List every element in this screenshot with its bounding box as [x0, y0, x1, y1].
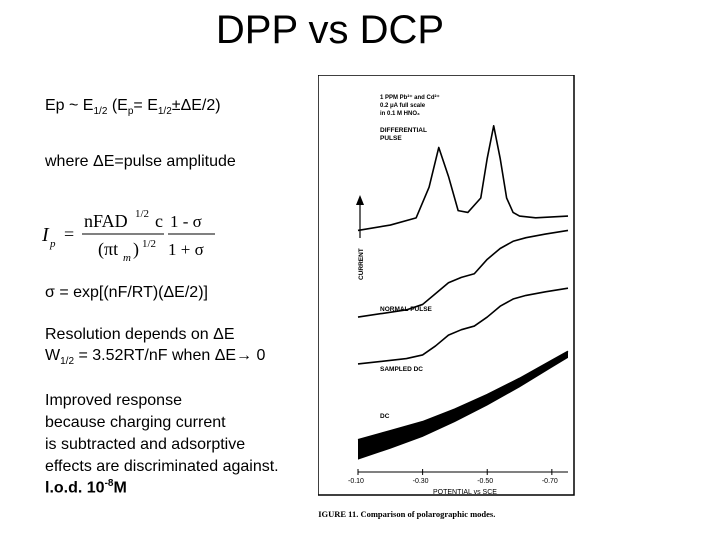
annotation-line-1: 1 PPM Pb²⁺ and Cd²⁺	[380, 94, 440, 101]
x-tick-label: -0.70	[542, 478, 558, 485]
x-tick-label: -0.30	[413, 478, 429, 485]
annotation: 1 PPM Pb²⁺ and Cd²⁺ 0.2 μA full scale in…	[380, 94, 440, 117]
x-axis-label: POTENTIAL vs SCE	[433, 489, 497, 496]
formula-den-close: )	[133, 239, 139, 260]
formula-num-sup: 1/2	[135, 208, 149, 220]
series-line-dc	[357, 350, 569, 441]
formula-den-sub: m	[123, 252, 131, 264]
annotation-line-3: in 0.1 M HNO₃	[380, 111, 420, 117]
series-line-sampled-dc	[357, 287, 569, 365]
formula-num: nFAD	[84, 211, 128, 231]
slide-title: DPP vs DCP	[215, 8, 445, 52]
sigma-line: σ = exp[(nF/RT)(ΔE/2)]	[45, 284, 208, 301]
formula-lhs-sub: p	[49, 238, 56, 250]
formula-num-c: c	[155, 211, 163, 231]
series-line-normal-pulse	[357, 229, 569, 318]
series-label-layer: DIFFERENTIAL PULSE NORMAL PULSE SAMPLED DC D…	[380, 127, 433, 420]
series-label-normal-pulse: NORMAL PULSE	[380, 306, 433, 313]
series-layer	[357, 125, 569, 460]
lod-line: l.o.d. 10-8M	[45, 478, 127, 497]
series-line-differential-pulse	[357, 125, 569, 232]
improved-line-2: because charging current	[45, 414, 226, 431]
series-label-differential-pulse: DIFFERENTIAL PULSE	[380, 127, 427, 142]
arrow-up-icon	[356, 195, 364, 205]
formula-eq: =	[64, 224, 74, 244]
formula-den-sup: 1/2	[142, 238, 156, 250]
formula-den: (πt	[98, 239, 118, 260]
resolution-line: Resolution depends on ΔE	[45, 326, 235, 343]
where-line: where ΔE=pulse amplitude	[45, 153, 236, 170]
w-half-line: W1/2 = 3.52RT/nF when ΔE→ 0	[45, 347, 266, 368]
improved-line-1: Improved response	[45, 392, 182, 409]
figure-caption: FIGURE 11. Comparison of polarographic m…	[318, 509, 495, 519]
series-label-dc: DC	[380, 413, 390, 420]
y-axis-label: CURRENT	[358, 248, 365, 280]
y-axis-group: CURRENT	[356, 195, 365, 280]
x-tick-layer: -0.10 -0.30 -0.50 -0.70	[348, 469, 558, 485]
formula-frac2-num: 1 - σ	[170, 212, 202, 231]
improved-line-3: is subtracted and adsorptive	[45, 436, 246, 453]
ep-line: Ep ~ E1/2 (Ep= E1/2±ΔE/2)	[45, 97, 221, 118]
annotation-line-2: 0.2 μA full scale	[380, 103, 426, 109]
x-tick-label: -0.50	[477, 478, 493, 485]
arrow-right-icon: →	[236, 347, 253, 364]
improved-paragraph: Improved response because charging curre…	[45, 390, 279, 478]
improved-line-4: effects are discriminated against.	[45, 458, 279, 475]
x-tick-label: -0.10	[348, 478, 364, 485]
polarography-figure: 1 PPM Pb²⁺ and Cd²⁺ 0.2 μA full scale in…	[318, 75, 575, 519]
figure-frame	[318, 75, 575, 496]
series-label-sampled-dc: SAMPLED DC	[380, 366, 423, 373]
formula-lhs: I	[41, 224, 50, 246]
current-formula: I p = nFAD 1/2 c (πt m ) 1/2 1 - σ 1 + σ	[41, 208, 215, 264]
formula-frac2-den: 1 + σ	[168, 240, 204, 259]
